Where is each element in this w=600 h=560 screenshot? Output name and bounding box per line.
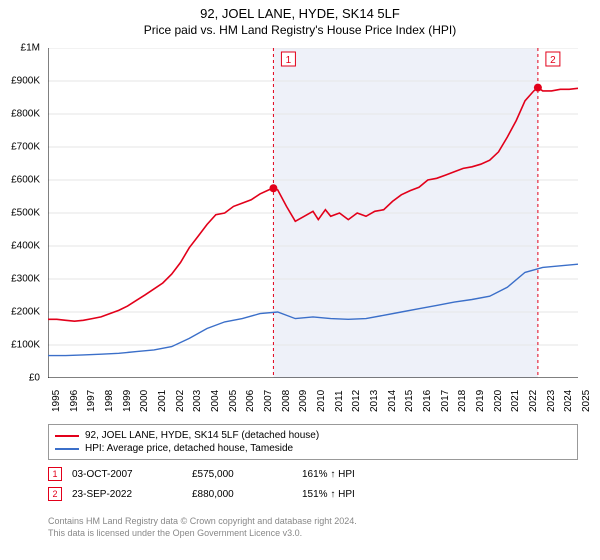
x-tick-label: 2014 xyxy=(387,390,398,412)
x-tick-label: 1999 xyxy=(122,390,133,412)
sale-marker-box: 1 xyxy=(48,467,62,481)
y-tick-label: £400K xyxy=(0,241,40,252)
x-tick-label: 2000 xyxy=(139,390,150,412)
y-tick-label: £200K xyxy=(0,307,40,318)
x-tick-label: 2010 xyxy=(316,390,327,412)
x-tick-label: 2024 xyxy=(563,390,574,412)
legend-swatch xyxy=(55,448,79,450)
y-tick-label: £800K xyxy=(0,109,40,120)
x-tick-label: 1997 xyxy=(86,390,97,412)
y-tick-label: £0 xyxy=(0,373,40,384)
sale-price: £575,000 xyxy=(192,469,292,480)
legend-item: HPI: Average price, detached house, Tame… xyxy=(55,442,571,455)
x-tick-label: 2002 xyxy=(175,390,186,412)
y-tick-label: £100K xyxy=(0,340,40,351)
x-tick-label: 2016 xyxy=(422,390,433,412)
x-tick-label: 2001 xyxy=(157,390,168,412)
x-tick-label: 2009 xyxy=(298,390,309,412)
x-tick-label: 2004 xyxy=(210,390,221,412)
y-tick-label: £300K xyxy=(0,274,40,285)
x-tick-label: 1995 xyxy=(51,390,62,412)
sale-pct: 151% ↑ HPI xyxy=(302,489,402,500)
x-tick-label: 2007 xyxy=(263,390,274,412)
x-tick-label: 2025 xyxy=(581,390,592,412)
y-tick-label: £500K xyxy=(0,208,40,219)
footer: Contains HM Land Registry data © Crown c… xyxy=(48,516,578,539)
y-tick-label: £700K xyxy=(0,142,40,153)
chart-title: 92, JOEL LANE, HYDE, SK14 5LF xyxy=(0,0,600,21)
x-tick-label: 2008 xyxy=(281,390,292,412)
x-tick-label: 2012 xyxy=(351,390,362,412)
svg-text:1: 1 xyxy=(286,55,292,66)
y-tick-label: £600K xyxy=(0,175,40,186)
y-axis-labels: £0£100K£200K£300K£400K£500K£600K£700K£80… xyxy=(0,48,44,378)
x-tick-label: 2018 xyxy=(457,390,468,412)
x-tick-label: 2015 xyxy=(404,390,415,412)
chart-plot-area: 12 xyxy=(48,48,578,378)
x-tick-label: 2023 xyxy=(546,390,557,412)
x-tick-label: 1998 xyxy=(104,390,115,412)
legend: 92, JOEL LANE, HYDE, SK14 5LF (detached … xyxy=(48,424,578,460)
legend-item: 92, JOEL LANE, HYDE, SK14 5LF (detached … xyxy=(55,429,571,442)
x-tick-label: 2013 xyxy=(369,390,380,412)
sale-date: 03-OCT-2007 xyxy=(72,469,182,480)
sales-table: 1 03-OCT-2007 £575,000 161% ↑ HPI 2 23-S… xyxy=(48,464,578,504)
chart-container: 92, JOEL LANE, HYDE, SK14 5LF Price paid… xyxy=(0,0,600,560)
x-axis-labels: 1995 1996 1997 1998 1999 2000 2001 2002 2003 2004… xyxy=(48,382,578,422)
legend-label: 92, JOEL LANE, HYDE, SK14 5LF (detached … xyxy=(85,430,319,441)
x-tick-label: 2022 xyxy=(528,390,539,412)
x-tick-label: 2005 xyxy=(228,390,239,412)
sales-row: 2 23-SEP-2022 £880,000 151% ↑ HPI xyxy=(48,484,578,504)
chart-subtitle: Price paid vs. HM Land Registry's House … xyxy=(0,21,600,37)
sale-pct: 161% ↑ HPI xyxy=(302,469,402,480)
x-tick-label: 2017 xyxy=(440,390,451,412)
svg-text:2: 2 xyxy=(550,55,556,66)
x-tick-label: 2021 xyxy=(510,390,521,412)
legend-label: HPI: Average price, detached house, Tame… xyxy=(85,443,293,454)
legend-swatch xyxy=(55,435,79,437)
footer-line: Contains HM Land Registry data © Crown c… xyxy=(48,516,578,528)
y-tick-label: £900K xyxy=(0,76,40,87)
y-tick-label: £1M xyxy=(0,43,40,54)
x-tick-label: 1996 xyxy=(69,390,80,412)
chart-svg: 12 xyxy=(48,48,578,378)
sale-price: £880,000 xyxy=(192,489,292,500)
sales-row: 1 03-OCT-2007 £575,000 161% ↑ HPI xyxy=(48,464,578,484)
sale-marker-box: 2 xyxy=(48,487,62,501)
footer-line: This data is licensed under the Open Gov… xyxy=(48,528,578,540)
x-tick-label: 2020 xyxy=(493,390,504,412)
x-tick-label: 2003 xyxy=(192,390,203,412)
x-tick-label: 2019 xyxy=(475,390,486,412)
x-tick-label: 2006 xyxy=(245,390,256,412)
x-tick-label: 2011 xyxy=(334,390,345,412)
sale-date: 23-SEP-2022 xyxy=(72,489,182,500)
